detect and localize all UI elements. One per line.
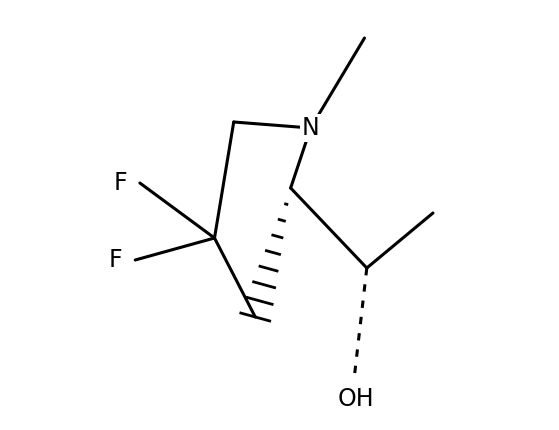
Text: N: N [302,116,320,140]
Text: F: F [109,248,123,272]
Text: OH: OH [338,387,374,411]
Text: F: F [113,171,127,195]
